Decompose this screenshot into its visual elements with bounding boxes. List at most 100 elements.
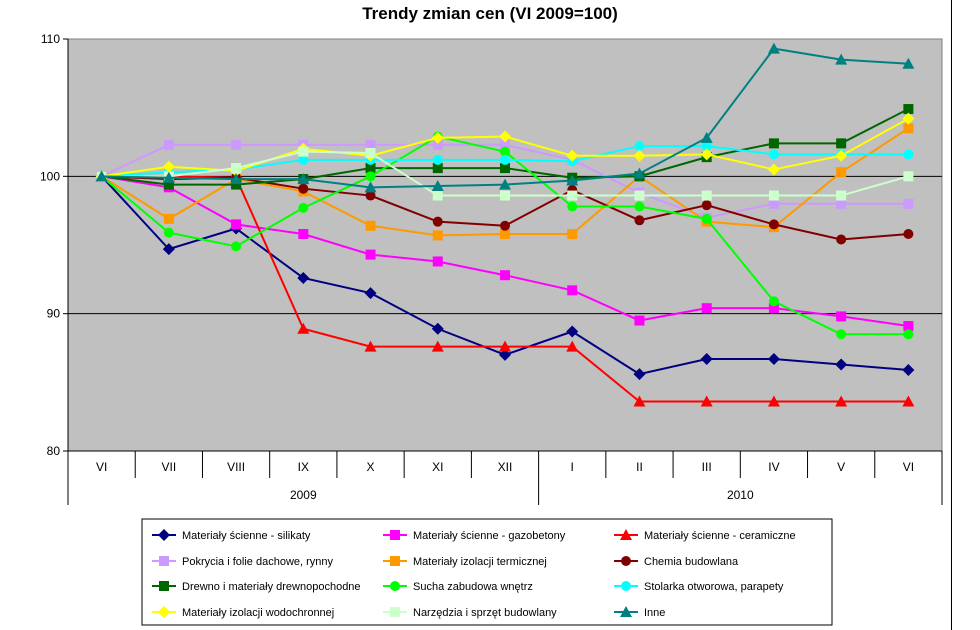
data-point-series-4 (500, 139, 510, 150)
data-point-series-11 (634, 190, 645, 201)
data-point-series-8 (298, 202, 309, 213)
legend-swatch-marker (159, 581, 169, 591)
legend-swatch-marker (620, 529, 632, 540)
legend-swatch-marker (390, 607, 400, 617)
data-point-series-10 (767, 163, 780, 176)
data-point-series-12 (767, 42, 780, 54)
data-point-series-4 (365, 139, 376, 150)
data-point-series-11 (903, 171, 914, 182)
data-point-series-8 (903, 329, 914, 340)
data-point-series-2 (231, 219, 242, 230)
data-point-series-4 (163, 139, 174, 150)
data-point-series-1 (700, 352, 713, 365)
data-point-series-2 (903, 321, 914, 332)
data-point-series-12 (431, 179, 444, 191)
data-point-series-2 (298, 229, 309, 240)
legend-label: Inne (644, 607, 665, 619)
data-point-series-1 (499, 348, 511, 361)
x-tick-label: II (636, 460, 643, 474)
data-point-series-1 (566, 325, 579, 338)
legend-swatch-marker (390, 581, 400, 591)
data-point-series-7 (500, 163, 510, 174)
year-label: 2009 (290, 488, 317, 502)
data-point-series-1 (364, 287, 377, 300)
data-point-series-5 (567, 229, 578, 240)
legend-label: Materiały izolacji termicznej (413, 556, 547, 568)
data-point-series-10 (431, 131, 444, 144)
x-tick-label: VI (96, 460, 107, 474)
data-point-series-9 (500, 154, 510, 165)
data-point-series-8 (701, 213, 712, 224)
data-point-series-3 (633, 395, 646, 407)
data-point-series-3 (431, 340, 444, 352)
data-point-series-1 (431, 322, 444, 335)
data-point-series-9 (768, 149, 779, 160)
data-point-series-8 (768, 296, 779, 307)
x-tick-label: VIII (227, 460, 245, 474)
data-point-series-2 (432, 256, 443, 267)
legend-label: Chemia budowlana (644, 556, 739, 568)
data-point-series-3 (566, 340, 579, 352)
data-point-series-9 (903, 149, 914, 160)
legend-label: Materiały ścienne - gazobetony (413, 530, 566, 542)
data-point-series-11 (231, 163, 242, 174)
data-point-series-3 (835, 395, 848, 407)
data-point-series-6 (768, 219, 779, 230)
data-point-series-8 (567, 201, 578, 212)
x-tick-label: X (367, 460, 375, 474)
x-tick-label: I (571, 460, 574, 474)
data-point-series-8 (836, 329, 847, 340)
data-point-series-6 (836, 234, 847, 245)
data-point-series-5 (163, 213, 174, 224)
data-point-series-10 (633, 149, 646, 162)
data-point-series-12 (364, 181, 377, 193)
data-point-series-8 (500, 146, 510, 157)
data-point-series-4 (836, 198, 847, 209)
data-point-series-7 (768, 138, 779, 149)
legend-swatch-marker (158, 529, 170, 541)
data-point-series-11 (432, 190, 443, 201)
data-point-series-10 (835, 149, 848, 162)
data-point-series-6 (903, 229, 914, 240)
legend-label: Materiały izolacji wodochronnej (182, 607, 334, 619)
data-point-series-7 (231, 179, 242, 190)
x-tick-label: VI (903, 460, 914, 474)
data-point-series-8 (231, 241, 242, 252)
data-point-series-7 (432, 163, 443, 174)
data-point-series-5 (836, 167, 847, 178)
x-tick-label: XI (432, 460, 443, 474)
data-point-series-12 (95, 170, 108, 182)
data-point-series-11 (298, 146, 309, 157)
data-point-series-10 (162, 160, 175, 173)
data-point-series-10 (499, 130, 511, 143)
data-point-series-8 (163, 227, 174, 238)
data-point-series-2 (836, 311, 847, 322)
legend-swatch-marker (158, 606, 170, 618)
y-tick-label: 100 (40, 169, 60, 183)
year-label: 2010 (727, 488, 754, 502)
data-point-series-1 (297, 271, 310, 284)
data-point-series-12 (230, 173, 243, 185)
data-point-series-4 (432, 139, 443, 150)
data-point-series-12 (297, 173, 310, 185)
legend-swatch-marker (390, 556, 400, 566)
legend-label: Pokrycia i folie dachowe, rynny (182, 556, 334, 568)
data-point-series-11 (500, 190, 510, 201)
legend-label: Drewno i materiały drewnopochodne (182, 581, 361, 593)
frame-right-edge (951, 0, 952, 630)
data-point-series-2 (634, 315, 645, 326)
data-point-series-3 (767, 395, 780, 407)
data-point-series-8 (634, 201, 645, 212)
data-point-series-5 (365, 220, 376, 231)
data-point-series-3 (902, 395, 915, 407)
data-point-series-2 (768, 303, 779, 314)
x-tick-label: III (702, 460, 712, 474)
data-point-series-1 (835, 358, 848, 371)
data-point-series-9 (634, 141, 645, 152)
legend-swatch-marker (621, 556, 631, 566)
data-point-series-9 (701, 141, 712, 152)
data-point-series-5 (500, 229, 510, 240)
data-point-series-6 (634, 215, 645, 226)
